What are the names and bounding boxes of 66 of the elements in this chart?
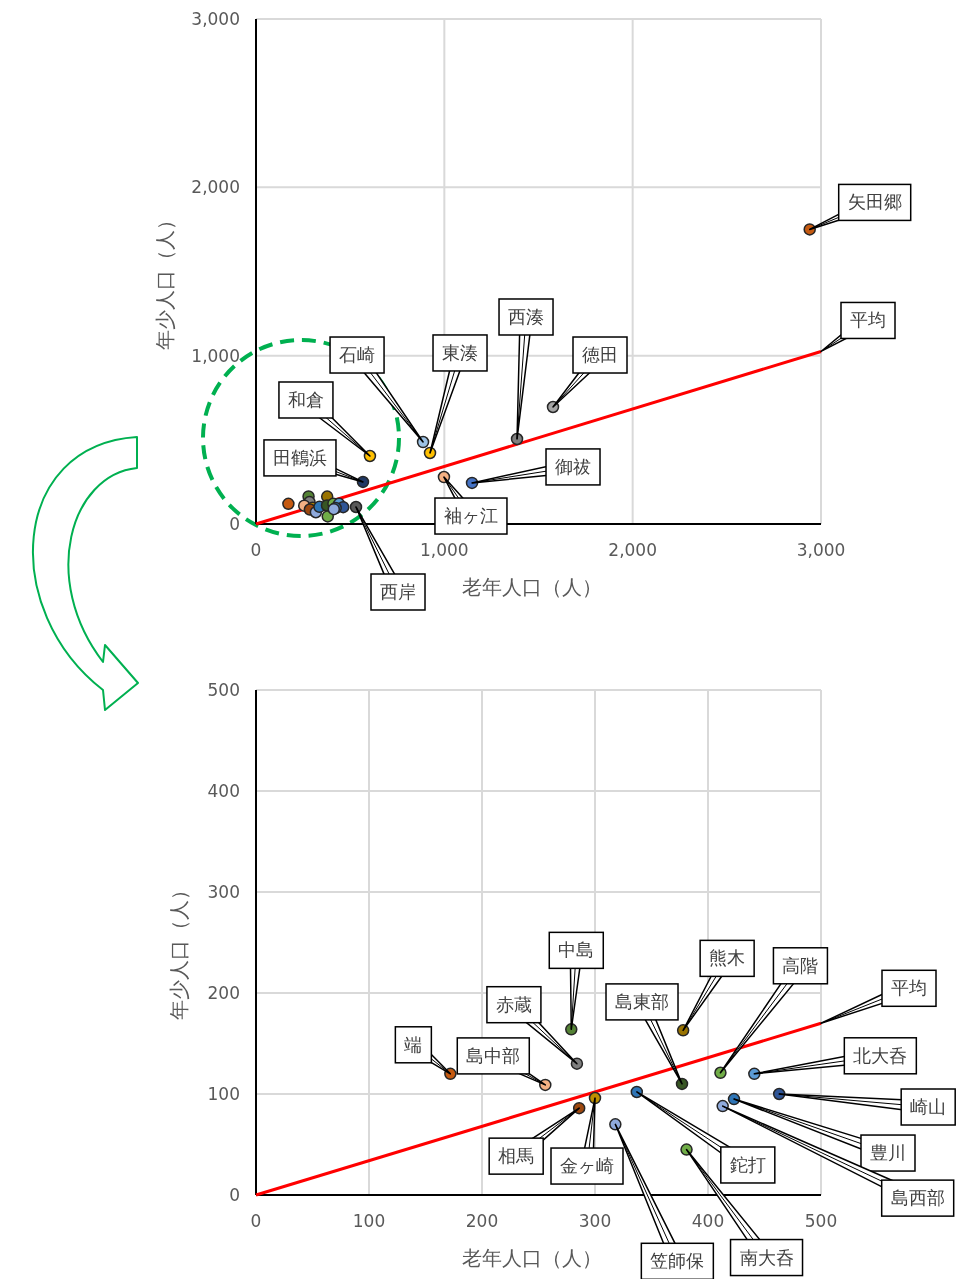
y-tick-label: 300: [207, 882, 240, 902]
annotation: 鉈打: [636, 1091, 776, 1184]
annotation: 御祓: [555, 455, 592, 477]
y-tick-label: 200: [207, 983, 240, 1003]
annotation: 崎山: [910, 1096, 947, 1117]
annotation: 東湊: [442, 341, 479, 363]
annotation: 袖ヶ江: [434, 476, 508, 535]
y-tick-label: 1,000: [191, 345, 240, 366]
annotation: 島中部: [466, 1044, 521, 1066]
annotation: 徳田: [582, 344, 618, 366]
annotation: 島東部: [605, 983, 683, 1085]
x-tick-label: 100: [352, 1211, 386, 1231]
annotation: 赤蔵: [495, 993, 532, 1015]
annotation: 北大呑: [853, 1044, 908, 1066]
x-axis-title: 老年人口（人）: [462, 1246, 602, 1270]
y-tick-label: 100: [207, 1084, 240, 1104]
annotation: 東湊: [429, 334, 488, 454]
annotation: 笠師保: [650, 1250, 705, 1272]
y-tick-label: 400: [207, 781, 240, 801]
annotation: 北大呑: [753, 1037, 918, 1075]
series-label: 平均: [820, 301, 896, 353]
annotation: 島中部: [456, 1037, 547, 1086]
x-tick-label: 200: [465, 1211, 499, 1231]
annotation: 南大呑: [739, 1246, 794, 1268]
annotation: 和倉: [287, 388, 324, 410]
annotation: 高階: [782, 954, 819, 976]
y-axis-title: 年少人口（人）: [167, 880, 191, 1020]
y-tick-label: 2,000: [191, 177, 240, 198]
annotation: 島西部: [890, 1187, 945, 1209]
annotation: 端: [404, 1033, 423, 1055]
annotation: 端: [394, 1026, 452, 1075]
series-label: 平均: [850, 309, 886, 331]
x-tick-label: 300: [578, 1211, 612, 1231]
annotation: 豊川: [869, 1142, 906, 1164]
y-tick-label: 0: [229, 514, 240, 534]
annotation: 鉈打: [729, 1153, 766, 1175]
y-tick-label: 0: [229, 1185, 240, 1205]
x-tick-label: 2,000: [608, 540, 657, 560]
x-axis-title: 老年人口（人）: [462, 575, 602, 599]
annotation: 中島: [548, 931, 604, 1031]
annotation: 西岸: [380, 581, 417, 602]
series-label: 平均: [820, 969, 937, 1025]
annotation: 金ヶ崎: [560, 1155, 614, 1177]
annotation: 相馬: [498, 1145, 535, 1167]
annotation: 石崎: [339, 344, 376, 366]
annotation: 徳田: [552, 336, 628, 408]
y-tick-label: 500: [207, 680, 240, 700]
annotation: 西湊: [498, 298, 554, 440]
x-tick-label: 400: [691, 1211, 725, 1231]
annotation: 島東部: [615, 990, 670, 1012]
annotation: 御祓: [471, 448, 601, 486]
x-tick-label: 500: [804, 1211, 838, 1231]
annotation: 袖ヶ江: [443, 505, 498, 527]
x-tick-label: 0: [250, 1211, 262, 1231]
annotation: 熊木: [682, 939, 755, 1032]
annotation: 矢田郷: [847, 191, 902, 213]
annotation: 金ヶ崎: [550, 1097, 624, 1185]
annotation: 中島: [558, 939, 595, 961]
y-axis-title: 年少人口（人）: [153, 210, 177, 350]
y-tick-label: 3,000: [191, 9, 240, 29]
annotation: 崎山: [778, 1088, 956, 1126]
annotation: 西湊: [508, 305, 545, 327]
x-tick-label: 0: [250, 540, 262, 560]
annotation: 熊木: [709, 947, 746, 969]
annotation: 矢田郷: [808, 183, 912, 231]
x-tick-label: 3,000: [796, 540, 846, 560]
